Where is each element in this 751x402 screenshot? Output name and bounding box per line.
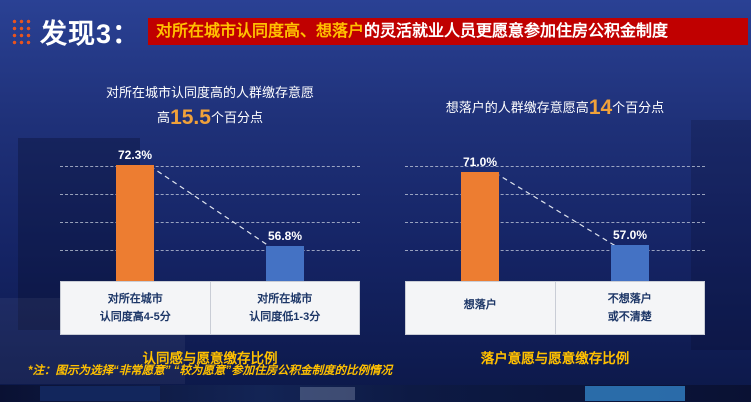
footer-thumbnail	[585, 386, 685, 401]
annotation-value: 15.5	[170, 106, 211, 129]
annotation-suffix: 个百分点	[612, 99, 665, 115]
bar-value-label: 72.3%	[117, 148, 153, 163]
category-line: 认同度高4-5分	[99, 310, 171, 323]
annotation-prefix: 高	[157, 110, 171, 125]
bar-column: 56.8%	[210, 136, 360, 281]
bar-column: 71.0%	[405, 136, 555, 281]
gridline	[405, 166, 705, 167]
bar-value-label: 56.8%	[267, 228, 303, 243]
gridline	[405, 250, 705, 251]
category-cell: 想落户	[406, 282, 555, 334]
annotation-line1: 对所在城市认同度高的人群缴存意愿	[105, 84, 314, 100]
chart-annotation: 想落户的人群缴存意愿高14个百分点	[405, 80, 705, 136]
finding-badge: 发现3：	[40, 19, 141, 49]
plot-area: 72.3% 56.8%	[60, 136, 360, 281]
charts-row: 对所在城市认同度高的人群缴存意愿 高15.5个百分点 72.3% 56.8%	[60, 80, 705, 367]
category-line: 对所在城市	[257, 293, 313, 306]
title-banner: 对所在城市认同度高、想落户的灵活就业人员更愿意参加住房公积金制度	[148, 18, 748, 45]
category-line: 或不清楚	[607, 310, 652, 323]
annotation-line1: 想落户的人群缴存意愿高14个百分点	[405, 95, 705, 121]
annotation-prefix: 想落户的人群缴存意愿高	[445, 99, 589, 115]
chart-annotation: 对所在城市认同度高的人群缴存意愿 高15.5个百分点	[60, 80, 360, 136]
plot-area: 71.0% 57.0%	[405, 136, 705, 281]
chart-city-identity: 对所在城市认同度高的人群缴存意愿 高15.5个百分点 72.3% 56.8%	[60, 80, 360, 367]
category-cell: 不想落户 或不清楚	[554, 282, 705, 334]
category-line: 认同度低1-3分	[249, 310, 321, 323]
footer-thumbnail	[40, 386, 160, 401]
footer-image-strip	[0, 385, 751, 402]
category-axis: 想落户 不想落户 或不清楚	[405, 281, 705, 335]
bar-want-settle	[461, 171, 499, 281]
category-axis: 对所在城市 认同度高4-5分 对所在城市 认同度低1-3分	[60, 281, 360, 335]
annotation-suffix: 个百分点	[210, 110, 263, 125]
header: 发现3： 对所在城市认同度高、想落户的灵活就业人员更愿意参加住房公积金制度	[10, 12, 748, 51]
category-cell: 对所在城市 认同度高4-5分	[61, 282, 210, 334]
bar-value-label: 57.0%	[612, 227, 648, 242]
annotation-line2: 高15.5个百分点	[60, 105, 360, 131]
title-highlight: 对所在城市认同度高、想落户	[156, 23, 365, 40]
chart-title: 认同感与愿意缴存比例	[142, 351, 278, 366]
bar-not-settle	[611, 244, 649, 281]
category-line: 对所在城市	[107, 293, 163, 306]
category-cell: 对所在城市 认同度低1-3分	[209, 282, 360, 334]
bar-column: 57.0%	[555, 136, 705, 281]
annotation-value: 14	[588, 95, 613, 119]
chart-title: 落户意愿与愿意缴存比例	[480, 351, 630, 366]
title-rest: 的灵活就业人员更愿意参加住房公积金制度	[364, 23, 669, 40]
bar-high-identity	[116, 165, 154, 281]
category-line: 想落户	[463, 299, 497, 312]
gridline	[60, 250, 360, 251]
bar-column: 72.3%	[60, 136, 210, 281]
footnote: *注：图示为选择“非常愿意” “较为愿意”参加住房公积金制度的比例情况	[28, 365, 393, 377]
footer-thumbnail	[300, 387, 355, 400]
dots-decoration-icon	[10, 17, 32, 46]
bar-low-identity	[266, 245, 304, 281]
category-line: 不想落户	[607, 293, 652, 306]
bar-value-label: 71.0%	[462, 154, 498, 169]
chart-settlement-intention: 想落户的人群缴存意愿高14个百分点 71.0% 57.0%	[405, 80, 705, 367]
